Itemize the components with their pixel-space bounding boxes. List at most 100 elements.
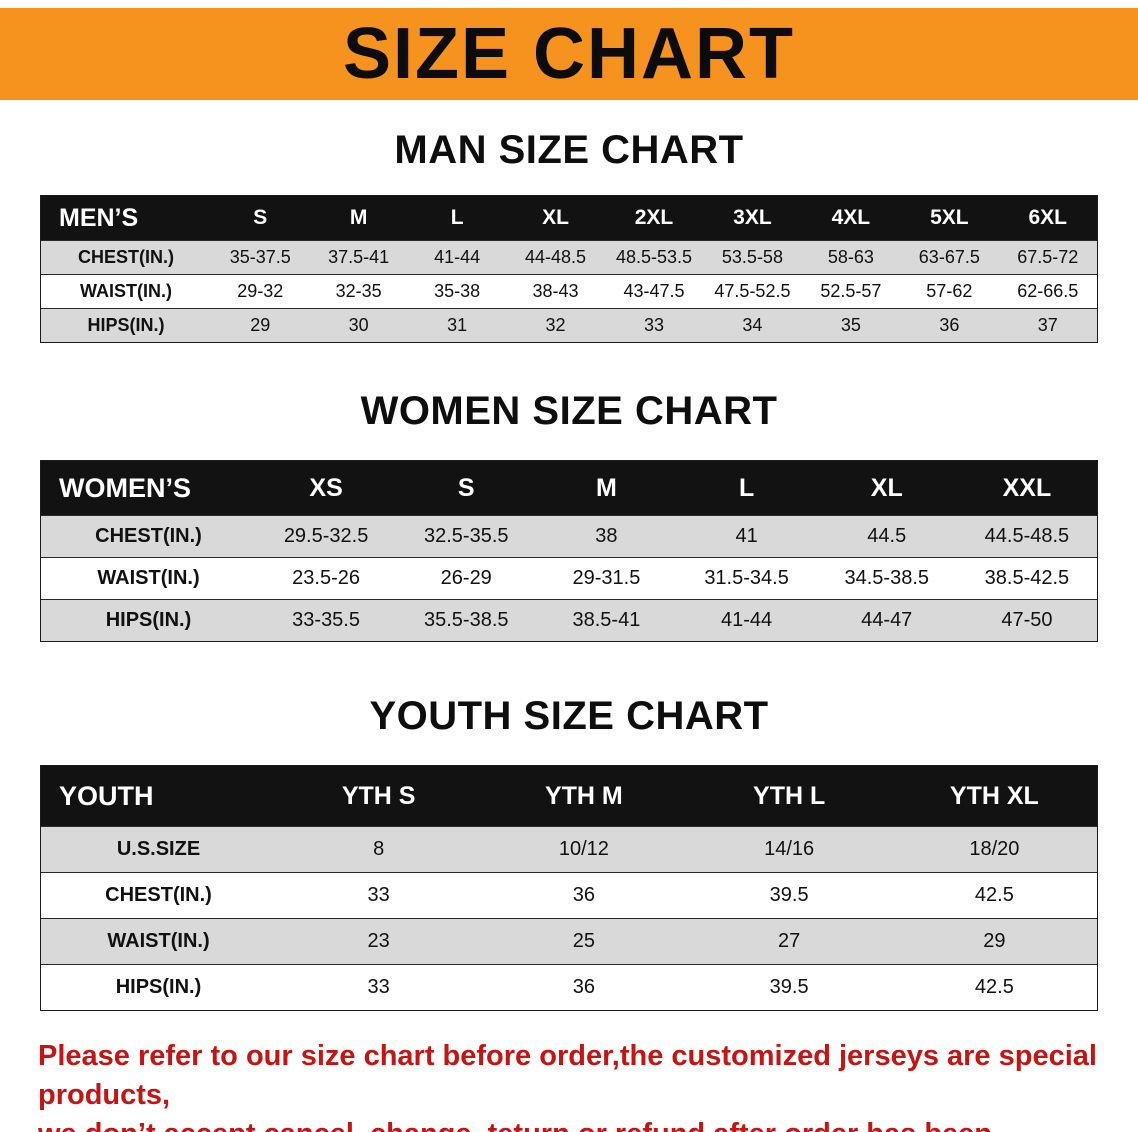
value-cell: 34: [742, 315, 763, 335]
value-cell: 37.5-41: [328, 247, 390, 267]
value-cell: 18/20: [969, 838, 1020, 860]
value-cell: 52.5-57: [820, 281, 882, 301]
value-cell: 29-32: [237, 281, 284, 301]
value-cell: 42.5: [974, 976, 1014, 998]
value-cell: 33: [643, 315, 664, 335]
value-cell: 31.5-34.5: [704, 567, 789, 589]
value-cell: 26-29: [440, 567, 492, 589]
value-cell: 25: [572, 930, 595, 952]
value-cell: 32-35: [335, 281, 382, 301]
value-cell: 29: [983, 930, 1006, 952]
value-cell: 58-63: [827, 247, 874, 267]
size-header-cell: S: [457, 473, 475, 502]
value-cell: 33: [367, 884, 390, 906]
value-cell: 44-48.5: [525, 247, 587, 267]
value-cell: 36: [572, 884, 595, 906]
value-cell: 38.5-41: [572, 609, 641, 631]
value-cell: 35: [840, 315, 861, 335]
value-cell: 57-62: [926, 281, 973, 301]
size-header-cell: L: [450, 206, 464, 229]
table-row: HIPS(IN.) 29 30 31 32 33 34 35 36 37: [41, 308, 1097, 342]
youth-section-heading: YOUTH SIZE CHART: [369, 694, 769, 738]
value-cell: 27: [778, 930, 801, 952]
row-label-cell: CHEST(IN.): [95, 525, 202, 547]
table-row: U.S.SIZE 8 10/12 14/16 18/20: [41, 826, 1097, 872]
size-header-cell: XS: [309, 473, 343, 502]
size-header-cell: YTH S: [341, 781, 416, 810]
value-cell: 38.5-42.5: [984, 567, 1070, 589]
value-cell: 47-50: [1001, 609, 1053, 631]
value-cell: 38: [595, 525, 618, 547]
size-header-cell: 4XL: [831, 206, 871, 229]
value-cell: 35-37.5: [229, 247, 291, 267]
value-cell: 37: [1037, 315, 1058, 335]
value-cell: 53.5-58: [721, 247, 783, 267]
value-cell: 38-43: [532, 281, 579, 301]
man-section-heading: MAN SIZE CHART: [394, 128, 744, 172]
value-cell: 32.5-35.5: [423, 525, 509, 547]
value-cell: 23: [367, 930, 390, 952]
table-row: HIPS(IN.) 33-35.5 35.5-38.5 38.5-41 41-44 44-…: [41, 599, 1097, 641]
size-header-cell: YTH M: [544, 781, 623, 810]
value-cell: 10/12: [558, 838, 609, 860]
size-header-cell: M: [596, 473, 617, 502]
value-cell: 43-47.5: [623, 281, 685, 301]
row-label-cell: WAIST(IN.): [80, 281, 172, 301]
row-label-cell: WAIST(IN.): [97, 567, 200, 589]
value-cell: 48.5-53.5: [615, 247, 693, 267]
value-cell: 23.5-26: [292, 567, 360, 589]
value-cell: 39.5: [769, 884, 809, 906]
row-label-cell: WAIST(IN.): [107, 930, 210, 952]
value-cell: 44-47: [861, 609, 913, 631]
row-label-cell: HIPS(IN.): [105, 609, 192, 631]
table-title-cell: WOMEN’S: [59, 472, 191, 503]
value-cell: 33-35.5: [292, 609, 360, 631]
table-row: HIPS(IN.) 33 36 39.5 42.5: [41, 964, 1097, 1010]
value-cell: 41-44: [434, 247, 481, 267]
page-title: SIZE CHART: [343, 14, 795, 94]
row-label-cell: U.S.SIZE: [116, 838, 201, 860]
value-cell: 29: [250, 315, 271, 335]
size-header-cell: S: [253, 206, 268, 229]
table-header-row: WOMEN’S XS S M L XL XXL: [41, 461, 1097, 515]
size-header-cell: 2XL: [634, 206, 674, 229]
disclaimer-note: Please refer to our size chart before or…: [38, 1037, 1100, 1132]
value-cell: 36: [939, 315, 960, 335]
value-cell: 62-66.5: [1017, 281, 1079, 301]
size-header-cell: 3XL: [733, 206, 772, 229]
size-header-cell: XL: [870, 473, 903, 502]
table-row: CHEST(IN.) 33 36 39.5 42.5: [41, 872, 1097, 918]
value-cell: 29.5-32.5: [283, 525, 369, 547]
disclaimer-line-1: Please refer to our size chart before or…: [38, 1040, 1097, 1112]
value-cell: 33: [367, 976, 390, 998]
value-cell: 67.5-72: [1017, 247, 1079, 267]
value-cell: 44.5-48.5: [984, 525, 1070, 547]
size-header-cell: YTH L: [753, 781, 826, 810]
table-title-cell: MEN’S: [59, 203, 139, 232]
size-chart-banner: SIZE CHART: [0, 8, 1138, 100]
value-cell: 35.5-38.5: [423, 609, 509, 631]
youth-size-table: YOUTH YTH S YTH M YTH L YTH XL U.S.SIZE 8 10/12…: [40, 765, 1098, 1011]
value-cell: 42.5: [974, 884, 1014, 906]
table-header-row: MEN’S S M L XL 2XL 3XL 4XL 5XL 6XL: [41, 196, 1097, 240]
value-cell: 31: [447, 315, 468, 335]
value-cell: 29-31.5: [572, 567, 641, 589]
table-row: CHEST(IN.) 35-37.5 37.5-41 41-44 44-48.5 48.5…: [41, 240, 1097, 274]
men-size-table: MEN’S S M L XL 2XL 3XL 4XL 5XL 6XL CHEST(IN.) 35-37…: [40, 195, 1098, 343]
value-cell: 44.5: [867, 525, 907, 547]
value-cell: 47.5-52.5: [714, 281, 791, 301]
table-title-cell: YOUTH: [59, 780, 154, 811]
size-header-cell: YTH XL: [949, 781, 1039, 810]
table-row: WAIST(IN.) 23.5-26 26-29 29-31.5 31.5-34.5 34…: [41, 557, 1097, 599]
value-cell: 39.5: [769, 976, 809, 998]
disclaimer-line-2: we don’t accept cancel, change, teturn o…: [38, 1115, 1100, 1132]
size-header-cell: L: [738, 473, 755, 502]
value-cell: 32: [545, 315, 566, 335]
value-cell: 30: [348, 315, 369, 335]
value-cell: 8: [373, 838, 385, 860]
table-header-row: YOUTH YTH S YTH M YTH L YTH XL: [41, 766, 1097, 826]
size-header-cell: 5XL: [930, 206, 969, 229]
row-label-cell: HIPS(IN.): [87, 315, 165, 335]
value-cell: 36: [572, 976, 595, 998]
size-header-cell: 6XL: [1028, 206, 1068, 229]
